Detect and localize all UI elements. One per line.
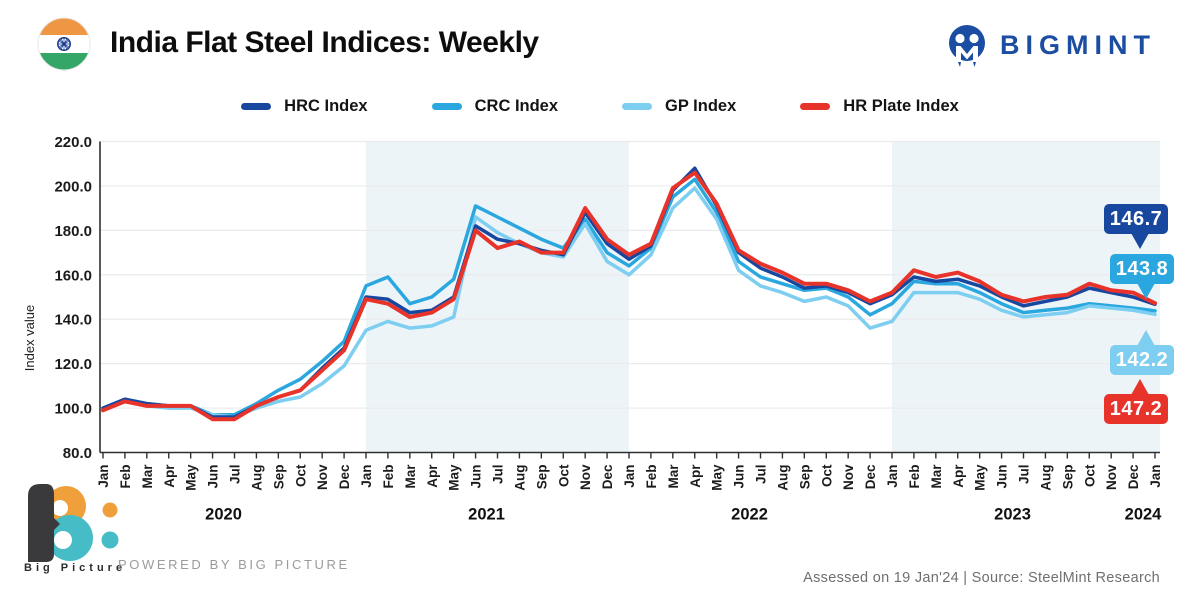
year-label: 2024 — [1125, 506, 1163, 524]
x-tick-label: Feb — [118, 465, 133, 489]
legend-item-crc: CRC Index — [431, 97, 559, 116]
x-tick-label: Jan — [96, 465, 111, 488]
series-line-gp-index — [101, 186, 1157, 419]
legend-item-hrc: HRC Index — [241, 97, 368, 116]
x-tick-label: Sep — [797, 465, 812, 490]
y-tick-label: 80.0 — [63, 445, 92, 462]
x-tick-label: Mar — [140, 464, 155, 489]
year-label: 2023 — [994, 506, 1031, 524]
powered-by-text: POWERED BY BIG PICTURE — [118, 557, 350, 572]
legend-item-gp: GP Index — [622, 97, 736, 116]
x-tick-label: Oct — [819, 464, 834, 487]
x-tick-label: Mar — [929, 464, 944, 489]
x-tick-label: Jun — [732, 465, 747, 489]
x-tick-label: Nov — [1104, 464, 1119, 490]
x-tick-label: Aug — [1038, 465, 1053, 491]
x-tick-label: Nov — [841, 464, 856, 490]
y-tick-label: 220.0 — [54, 134, 92, 151]
series-line-hr-plate-index — [101, 170, 1157, 422]
x-tick-label: Aug — [775, 465, 790, 491]
x-tick-label: Apr — [688, 464, 703, 488]
bigmint-icon — [949, 25, 985, 67]
year-label: 2022 — [731, 506, 768, 524]
x-tick-label: Jun — [206, 465, 221, 489]
legend-item-hrplate: HR Plate Index — [800, 97, 959, 116]
x-tick-label: May — [447, 464, 462, 491]
x-tick-label: Oct — [556, 464, 571, 487]
x-tick-label: May — [973, 464, 988, 491]
y-tick-label: 180.0 — [54, 223, 92, 240]
x-tick-label: Jan — [622, 465, 637, 488]
x-tick-label: Dec — [1126, 464, 1141, 489]
x-tick-label: Aug — [249, 465, 264, 491]
x-tick-label: Feb — [907, 465, 922, 489]
legend-label: GP Index — [665, 97, 737, 115]
legend-label: CRC Index — [474, 97, 559, 115]
x-tick-label: Dec — [337, 464, 352, 489]
x-tick-label: Dec — [600, 464, 615, 489]
x-tick-label: Sep — [1060, 465, 1075, 490]
x-tick-label: Oct — [1082, 464, 1097, 487]
x-tick-label: Feb — [644, 465, 659, 489]
y-tick-label: 140.0 — [54, 312, 92, 329]
hr-plate-swatch — [800, 103, 831, 110]
series-line-crc-index — [101, 177, 1157, 417]
x-tick-label: Jan — [885, 465, 900, 488]
x-tick-label: Dec — [863, 464, 878, 489]
crc-swatch — [431, 103, 462, 110]
brand-logo: BIGMINT — [944, 22, 1156, 68]
x-tick-label: Sep — [271, 465, 286, 490]
x-tick-label: Jun — [995, 465, 1010, 489]
x-tick-label: May — [710, 464, 725, 491]
x-tick-label: Nov — [578, 464, 593, 490]
india-flag-icon — [37, 17, 91, 71]
x-tick-label: Mar — [403, 464, 418, 489]
page-title: India Flat Steel Indices: Weekly — [110, 26, 539, 59]
big-picture-logo — [28, 484, 119, 562]
callout-hrc-value: 146.7 — [1104, 204, 1168, 249]
x-tick-label: Sep — [534, 465, 549, 490]
x-tick-label: Mar — [666, 464, 681, 489]
x-tick-label: Jun — [469, 465, 484, 489]
legend: HRC Index CRC Index GP Index HR Plate In… — [0, 97, 1200, 116]
x-tick-label: Feb — [381, 465, 396, 489]
x-tick-label: Apr — [425, 464, 440, 488]
legend-label: HR Plate Index — [843, 97, 959, 115]
callout-hr-plate-value: 147.2 — [1104, 379, 1168, 424]
x-tick-label: Jul — [491, 465, 506, 485]
source-attribution: Assessed on 19 Jan'24 | Source: SteelMin… — [803, 570, 1160, 586]
brand-name: BIGMINT — [1000, 29, 1156, 60]
y-tick-label: 200.0 — [54, 178, 92, 195]
callout-gp-value: 142.2 — [1110, 330, 1174, 375]
x-tick-label: Aug — [512, 465, 527, 491]
x-tick-label: May — [184, 464, 199, 491]
legend-label: HRC Index — [284, 97, 368, 115]
year-shade-band — [366, 141, 629, 453]
x-tick-label: Jul — [228, 465, 243, 485]
callout-crc-value: 143.8 — [1110, 254, 1174, 299]
y-tick-label: 160.0 — [54, 267, 92, 284]
x-tick-label: Jan — [1148, 465, 1163, 488]
x-tick-label: Apr — [162, 464, 177, 488]
x-tick-label: Oct — [293, 464, 308, 487]
x-tick-label: Apr — [951, 464, 966, 488]
y-axis-title: Index value — [22, 305, 37, 372]
gp-swatch — [622, 103, 653, 110]
x-tick-label: Jul — [1017, 465, 1032, 485]
x-tick-label: Jul — [754, 465, 769, 485]
hrc-swatch — [241, 103, 272, 110]
year-label: 2020 — [205, 506, 242, 524]
line-chart: 80.0 100.0 120.0 140.0 160.0 180.0 200.0 220.0 I… — [22, 134, 1163, 524]
y-tick-label: 100.0 — [54, 401, 92, 418]
x-tick-label: Jan — [359, 465, 374, 488]
big-picture-wordmark: Big Picture — [24, 562, 127, 574]
x-tick-label: Nov — [315, 464, 330, 490]
year-label: 2021 — [468, 506, 505, 524]
y-tick-label: 120.0 — [54, 356, 92, 373]
